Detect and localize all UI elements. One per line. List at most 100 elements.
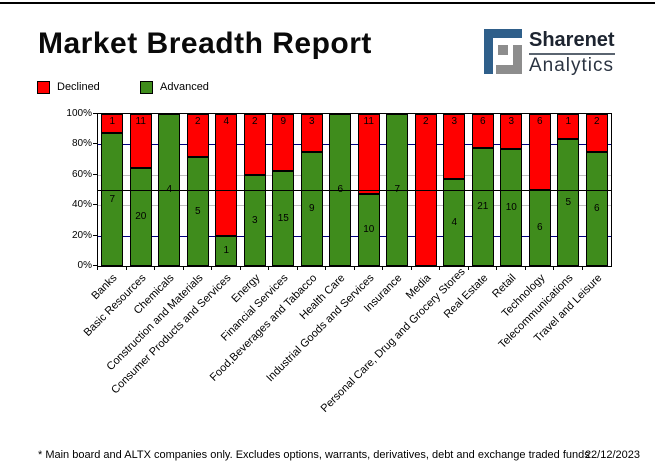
- declined-count-label: 3: [508, 116, 515, 127]
- bar-financial-services: 9 15: [272, 114, 295, 266]
- gridline-20pct: [98, 236, 611, 237]
- bar-segment-declined: [300, 114, 323, 152]
- bar-segment-declined: [272, 114, 295, 171]
- advanced-count-label: 9: [308, 203, 315, 214]
- bar-segment-declined: [528, 114, 551, 190]
- advanced-count-label: 10: [505, 202, 517, 213]
- x-axis-tick: [382, 267, 383, 270]
- bar-segment-advanced: [357, 194, 380, 266]
- declined-count-label: 6: [479, 116, 486, 127]
- y-axis-tick: [93, 235, 97, 236]
- x-axis-tick: [183, 267, 184, 270]
- y-axis-tick: [93, 143, 97, 144]
- y-axis-label-60pct: 60%: [71, 169, 92, 180]
- declined-count-label: 3: [308, 116, 315, 127]
- bar-basic-resources: 11 20: [129, 114, 152, 266]
- sharenet-logo-text: Sharenet Analytics: [529, 29, 615, 76]
- x-axis-tick: [154, 267, 155, 270]
- bar-segment-declined: [357, 114, 380, 194]
- declined-count-label: 9: [280, 116, 287, 127]
- x-axis-tick: [439, 267, 440, 270]
- declined-count-label: 11: [363, 116, 374, 127]
- bar-segment-declined: [557, 114, 580, 139]
- bar-segment-advanced: [243, 175, 266, 266]
- sharenet-logo-icon: [484, 29, 522, 74]
- y-axis-tick: [93, 174, 97, 175]
- advanced-count-label: 4: [158, 184, 180, 195]
- y-axis-label-100pct: 100%: [66, 108, 92, 119]
- x-axis-tick: [126, 267, 127, 270]
- x-axis-tick: [240, 267, 241, 270]
- advanced-count-label: 21: [477, 201, 489, 212]
- x-axis-tick: [354, 267, 355, 270]
- declined-count-label: 11: [135, 116, 146, 127]
- legend-label-advanced: Advanced: [160, 81, 209, 93]
- declined-count-label: 2: [422, 116, 429, 127]
- advanced-swatch-icon: [140, 80, 153, 94]
- y-axis-label-20pct: 20%: [71, 230, 92, 241]
- bar-segment-declined: [443, 114, 466, 179]
- declined-count-label: 2: [251, 116, 258, 127]
- advanced-count-label: 10: [363, 224, 375, 235]
- bar-segment-declined: [500, 114, 523, 149]
- bar-industrial-goods-and-services: 11 10: [357, 114, 380, 266]
- declined-count-label: 2: [593, 116, 600, 127]
- advanced-count-label: 5: [194, 206, 201, 217]
- bar-segment-advanced: [129, 168, 152, 266]
- bar-segment-declined: [243, 114, 266, 175]
- declined-count-label: 2: [194, 116, 201, 127]
- advanced-count-label: 6: [536, 222, 543, 233]
- bar-retail: 3 10: [500, 114, 523, 266]
- y-axis-tick: [93, 204, 97, 205]
- legend-item-advanced: Advanced: [140, 80, 209, 94]
- legend-label-declined: Declined: [57, 81, 100, 93]
- declined-count-label: 3: [451, 116, 458, 127]
- x-axis-tick: [468, 267, 469, 270]
- x-axis-tick: [325, 267, 326, 270]
- advanced-count-label: 20: [135, 211, 147, 222]
- gridline-40pct: [98, 205, 611, 206]
- bar-segment-advanced: [557, 139, 580, 266]
- y-axis-tick: [93, 265, 97, 266]
- bar-segment-declined: [585, 114, 608, 152]
- gridline-50pct-black: [98, 190, 611, 191]
- sharenet-logo: Sharenet Analytics: [484, 29, 615, 76]
- advanced-count-label: 15: [277, 213, 289, 224]
- x-axis-tick: [525, 267, 526, 270]
- bar-segment-advanced: [443, 179, 466, 266]
- bar-segment-advanced: [471, 148, 494, 266]
- y-axis-label-0pct: 0%: [77, 260, 92, 271]
- y-axis-label-80pct: 80%: [71, 138, 92, 149]
- declined-count-label: 4: [223, 116, 230, 127]
- advanced-count-label: 6: [593, 203, 600, 214]
- stacked-bar-chart-plot: 171120425412391539611107234621310661526: [97, 113, 612, 267]
- bar-segment-advanced: [215, 236, 238, 266]
- x-axis-tick: [268, 267, 269, 270]
- x-axis-tick: [297, 267, 298, 270]
- legend-item-declined: Declined: [37, 80, 100, 94]
- gridline-80pct: [98, 144, 611, 145]
- x-axis-tick: [496, 267, 497, 270]
- advanced-count-label: 4: [451, 217, 458, 228]
- y-axis-label-40pct: 40%: [71, 199, 92, 210]
- bar-segment-advanced: [300, 152, 323, 266]
- bar-segment-declined: [129, 114, 152, 168]
- bar-real-estate: 6 21: [471, 114, 494, 266]
- top-border-rule: [0, 2, 655, 4]
- bar-segment-declined: [101, 114, 124, 133]
- x-axis-tick: [97, 267, 98, 270]
- declined-count-label: 1: [109, 116, 116, 127]
- bar-segment-declined: [215, 114, 238, 236]
- advanced-count-label: 6: [329, 184, 351, 195]
- advanced-count-label: 1: [223, 245, 230, 256]
- x-axis-tick: [211, 267, 212, 270]
- bar-segment-advanced: [101, 133, 124, 266]
